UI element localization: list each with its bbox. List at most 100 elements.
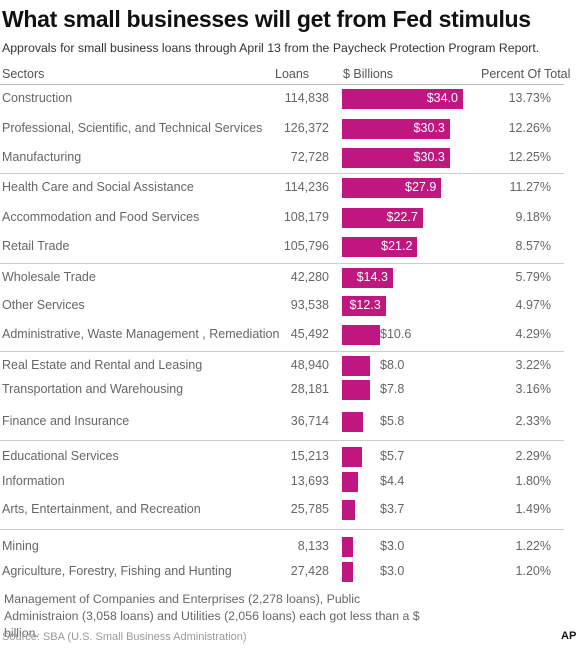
bar-value-label: $3.7	[380, 502, 405, 516]
bar-row: Transportation and Warehousing 28,181 $7.8…	[0, 378, 580, 402]
bar	[342, 500, 356, 520]
bar-row: Finance and Insurance 36,714 $5.8 2.33%	[0, 410, 580, 434]
bar-value-label: $3.0	[380, 539, 405, 553]
loans-value: 27,428	[290, 564, 329, 578]
bar-row: Educational Services 15,213 $5.7 2.29%	[0, 445, 580, 469]
bar-value-label: $14.3	[356, 270, 388, 284]
group-separator	[0, 263, 564, 264]
percent-value: 3.16%	[515, 382, 551, 396]
bar-row: Accommodation and Food Services 108,179 $2…	[0, 206, 580, 230]
percent-value: 8.57%	[515, 239, 551, 253]
percent-value: 11.27%	[509, 180, 551, 194]
chart-title: What small businesses will get from Fed …	[2, 6, 531, 32]
bar	[342, 268, 393, 288]
bar-row: Administrative, Waste Management , Remed…	[0, 323, 580, 347]
sector-label: Mining	[2, 539, 39, 553]
group-separator	[0, 351, 564, 352]
loans-value: 25,785	[290, 502, 329, 516]
bar-value-label: $5.7	[380, 449, 405, 463]
bar-value-label: $10.6	[380, 327, 412, 341]
bar-row: Real Estate and Rental and Leasing 48,940…	[0, 354, 580, 378]
bar	[342, 537, 353, 557]
bar	[342, 148, 450, 168]
percent-value: 1.20%	[515, 564, 551, 578]
bar-value-label: $27.9	[405, 180, 437, 194]
percent-value: 3.22%	[515, 358, 551, 372]
loans-value: 114,236	[284, 180, 329, 194]
bar-value-label: $30.3	[413, 121, 445, 135]
percent-value: 2.29%	[515, 449, 551, 463]
bar-value-label: $34.0	[426, 91, 458, 105]
header-rule	[0, 84, 564, 85]
chart-subtitle: Approvals for small business loans throu…	[2, 41, 540, 55]
bar	[342, 325, 380, 345]
percent-value: 4.97%	[515, 298, 551, 312]
sector-label: Arts, Entertainment, and Recreation	[2, 502, 201, 516]
loans-value: 48,940	[290, 358, 329, 372]
percent-value: 12.26%	[508, 121, 551, 135]
bar-row: Arts, Entertainment, and Recreation 25,78…	[0, 498, 580, 522]
loans-value: 28,181	[290, 382, 329, 396]
sector-label: Finance and Insurance	[2, 414, 130, 428]
bar-chart: Construction 114,838 $34.0 13.73% Profession…	[0, 87, 580, 584]
source-credit: Source: SBA (U.S. Small Business Adminis…	[2, 631, 247, 643]
loans-value: 13,693	[290, 474, 329, 488]
percent-value: 9.18%	[515, 210, 551, 224]
bar-row: Other Services 93,538 $12.3 4.97%	[0, 294, 580, 318]
bar	[342, 119, 450, 139]
bar-row: Information 13,693 $4.4 1.80%	[0, 470, 580, 494]
bar-row: Agriculture, Forestry, Fishing and Hunti…	[0, 560, 580, 584]
loans-value: 72,728	[290, 150, 329, 164]
bar-row: Wholesale Trade 42,280 $14.3 5.79%	[0, 266, 580, 290]
sector-label: Agriculture, Forestry, Fishing and Hunti…	[2, 564, 232, 578]
percent-value: 5.79%	[515, 270, 551, 284]
sector-label: Transportation and Warehousing	[2, 382, 184, 396]
bar	[342, 412, 363, 432]
group-separator	[0, 440, 564, 441]
loans-value: 45,492	[290, 327, 329, 341]
header-loans: Loans	[275, 67, 310, 81]
sector-label: Administrative, Waste Management , Remed…	[2, 327, 280, 341]
loans-value: 105,796	[283, 239, 329, 253]
sector-label: Real Estate and Rental and Leasing	[2, 358, 203, 372]
sector-label: Professional, Scientific, and Technical …	[2, 121, 263, 135]
bar-row: Professional, Scientific, and Technical …	[0, 117, 580, 141]
bar-row: Construction 114,838 $34.0 13.73%	[0, 87, 580, 111]
bar	[342, 237, 418, 257]
loans-value: 36,714	[290, 414, 329, 428]
bar	[342, 89, 463, 109]
footnote: Management of Companies and Enterprises …	[4, 592, 420, 640]
bar-row: Manufacturing 72,728 $30.3 12.25%	[0, 146, 580, 170]
bar-row: Mining 8,133 $3.0 1.22%	[0, 535, 580, 559]
bar-value-label: $12.3	[349, 298, 381, 312]
sector-label: Accommodation and Food Services	[2, 210, 200, 224]
header-billions: $ Billions	[343, 67, 394, 81]
header-percent-of-total: Percent Of Total	[481, 67, 571, 81]
header-sectors: Sectors	[2, 67, 45, 81]
bar-row: Health Care and Social Assistance 114,236…	[0, 176, 580, 200]
bar	[342, 447, 363, 467]
bar	[342, 208, 423, 228]
loans-value: 126,372	[283, 121, 329, 135]
bar	[342, 178, 442, 198]
sector-label: Educational Services	[2, 449, 119, 463]
sector-label: Construction	[2, 91, 73, 105]
percent-value: 1.49%	[515, 502, 551, 516]
bar-value-label: $4.4	[380, 474, 405, 488]
loans-value: 8,133	[297, 539, 329, 553]
percent-value: 2.33%	[515, 414, 551, 428]
bar-value-label: $5.8	[380, 414, 405, 428]
loans-value: 93,538	[290, 298, 329, 312]
bar	[342, 562, 353, 582]
percent-value: 4.29%	[515, 327, 551, 341]
loans-value: 108,179	[283, 210, 329, 224]
bar	[342, 380, 370, 400]
sector-label: Manufacturing	[2, 150, 82, 164]
group-separator	[0, 173, 564, 174]
group-separator	[0, 529, 564, 530]
bar-value-label: $22.7	[386, 210, 418, 224]
bar	[342, 296, 386, 316]
loans-value: 42,280	[290, 270, 329, 284]
bar-value-label: $7.8	[380, 382, 405, 396]
percent-value: 13.73%	[508, 91, 551, 105]
